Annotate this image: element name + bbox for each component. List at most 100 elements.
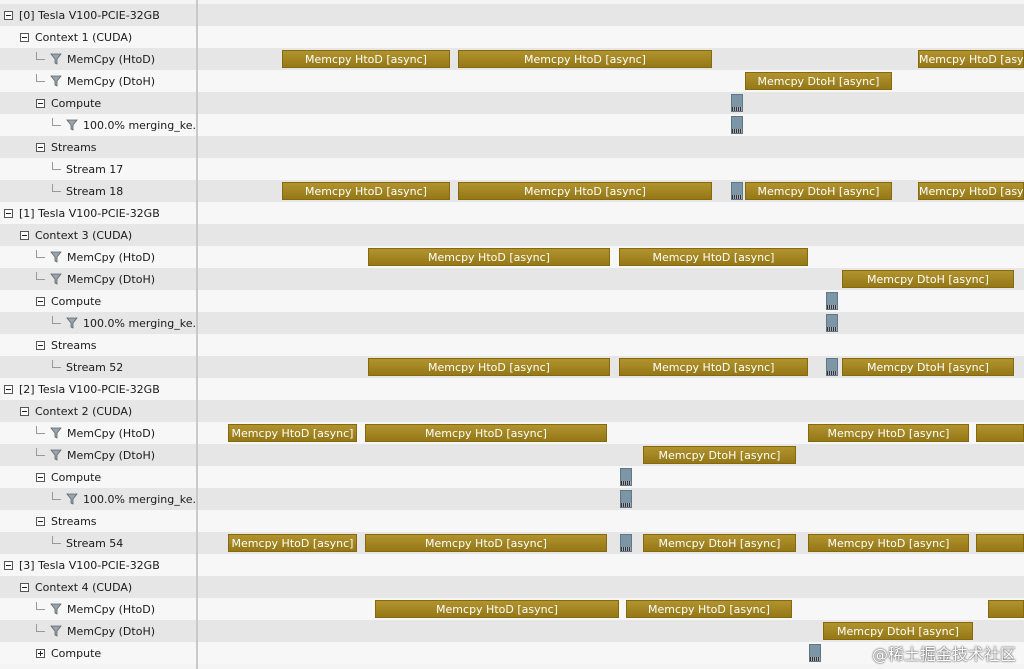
memcpy-bar[interactable]: Memcpy HtoD [async]	[228, 424, 357, 442]
memcpy-bar[interactable]: Memcpy HtoD [async]	[368, 248, 610, 266]
filter-icon[interactable]	[50, 449, 62, 461]
collapse-icon[interactable]	[20, 230, 29, 240]
collapse-icon[interactable]	[20, 582, 29, 592]
tree-row[interactable]: Streams	[0, 136, 196, 158]
memcpy-bar[interactable]: Memcpy HtoD [async]	[918, 182, 1024, 200]
timeline-row	[198, 158, 1024, 180]
timeline-row	[198, 290, 1024, 312]
filter-icon[interactable]	[50, 427, 62, 439]
timeline-row	[198, 26, 1024, 48]
tree-row[interactable]: Context 3 (CUDA)	[0, 224, 196, 246]
tree-row[interactable]: MemCpy (HtoD)	[0, 246, 196, 268]
tree-row[interactable]: [1] Tesla V100-PCIE-32GB	[0, 202, 196, 224]
tree-row[interactable]: Stream 52	[0, 356, 196, 378]
expand-icon[interactable]	[36, 648, 45, 658]
tree-row[interactable]: Streams	[0, 334, 196, 356]
tree-branch-icon	[36, 426, 45, 434]
filter-icon[interactable]	[50, 75, 62, 87]
kernel-block[interactable]	[731, 116, 743, 134]
collapse-icon[interactable]	[36, 516, 45, 526]
memcpy-bar[interactable]: Memcpy DtoH [async]	[745, 182, 892, 200]
tree-row[interactable]: MemCpy (DtoH)	[0, 620, 196, 642]
kernel-block[interactable]	[620, 534, 632, 552]
collapse-icon[interactable]	[36, 472, 45, 482]
tree-row[interactable]: MemCpy (HtoD)	[0, 422, 196, 444]
memcpy-bar[interactable]: Memcpy DtoH [async]	[643, 446, 796, 464]
tree-row[interactable]: Context 1 (CUDA)	[0, 26, 196, 48]
kernel-block[interactable]	[620, 490, 632, 508]
tree-row[interactable]: Context 4 (CUDA)	[0, 576, 196, 598]
tree-row[interactable]: MemCpy (DtoH)	[0, 444, 196, 466]
memcpy-bar[interactable]: Memcpy HtoD [async]	[458, 182, 712, 200]
kernel-block[interactable]	[620, 468, 632, 486]
tree-row[interactable]: [3] Tesla V100-PCIE-32GB	[0, 554, 196, 576]
collapse-icon[interactable]	[4, 384, 13, 394]
tree-row[interactable]: MemCpy (DtoH)	[0, 70, 196, 92]
tree-row[interactable]: Compute	[0, 92, 196, 114]
memcpy-bar[interactable]: Memcpy HtoD [async]	[282, 182, 450, 200]
filter-icon[interactable]	[50, 53, 62, 65]
tree-row[interactable]: MemCpy (HtoD)	[0, 48, 196, 70]
memcpy-bar[interactable]: Memcpy DtoH [async]	[823, 622, 973, 640]
tree-row[interactable]: Compute	[0, 290, 196, 312]
filter-icon[interactable]	[50, 251, 62, 263]
memcpy-bar[interactable]: Memcpy HtoD [async]	[808, 424, 969, 442]
memcpy-bar[interactable]: Memcpy HtoD [async]	[619, 358, 808, 376]
filter-icon[interactable]	[50, 625, 62, 637]
collapse-icon[interactable]	[36, 98, 45, 108]
memcpy-bar[interactable]	[976, 534, 1024, 552]
tree-row[interactable]: 100.0% merging_ke...	[0, 312, 196, 334]
collapse-icon[interactable]	[4, 208, 13, 218]
tree-row[interactable]: Stream 54	[0, 532, 196, 554]
collapse-icon[interactable]	[20, 406, 29, 416]
memcpy-bar[interactable]: Memcpy HtoD [async]	[918, 50, 1024, 68]
memcpy-bar[interactable]: Memcpy HtoD [async]	[619, 248, 808, 266]
tree-row[interactable]: Compute	[0, 466, 196, 488]
collapse-icon[interactable]	[36, 296, 45, 306]
memcpy-bar[interactable]: Memcpy HtoD [async]	[228, 534, 357, 552]
memcpy-bar[interactable]: Memcpy DtoH [async]	[842, 358, 1014, 376]
tree-row[interactable]: Streams	[0, 510, 196, 532]
tree-row[interactable]: Compute	[0, 642, 196, 664]
memcpy-bar[interactable]: Memcpy DtoH [async]	[643, 534, 796, 552]
kernel-block[interactable]	[809, 644, 821, 662]
tree-row[interactable]: Stream 18	[0, 180, 196, 202]
filter-icon[interactable]	[66, 493, 78, 505]
collapse-icon[interactable]	[4, 10, 13, 20]
memcpy-bar[interactable]: Memcpy HtoD [async]	[368, 358, 610, 376]
memcpy-bar[interactable]	[988, 600, 1024, 618]
collapse-icon[interactable]	[20, 32, 29, 42]
tree-row[interactable]: 100.0% merging_ke...	[0, 488, 196, 510]
tree-row[interactable]: 100.0% merging_ke...	[0, 114, 196, 136]
memcpy-bar[interactable]: Memcpy HtoD [async]	[626, 600, 792, 618]
kernel-block[interactable]	[826, 358, 838, 376]
memcpy-bar[interactable]: Memcpy HtoD [async]	[375, 600, 619, 618]
kernel-block[interactable]	[731, 182, 743, 200]
kernel-block[interactable]	[826, 314, 838, 332]
memcpy-bar[interactable]: Memcpy HtoD [async]	[365, 534, 607, 552]
collapse-icon[interactable]	[36, 142, 45, 152]
tree-row[interactable]: Stream 17	[0, 158, 196, 180]
tree-row[interactable]: MemCpy (DtoH)	[0, 268, 196, 290]
memcpy-bar[interactable]: Memcpy DtoH [async]	[842, 270, 1014, 288]
memcpy-bar[interactable]: Memcpy HtoD [async]	[808, 534, 969, 552]
tree-row[interactable]: Context 2 (CUDA)	[0, 400, 196, 422]
tree-row-label: [2] Tesla V100-PCIE-32GB	[19, 382, 160, 396]
filter-icon[interactable]	[50, 603, 62, 615]
filter-icon[interactable]	[66, 317, 78, 329]
filter-icon[interactable]	[66, 119, 78, 131]
pane-divider[interactable]	[196, 0, 198, 669]
collapse-icon[interactable]	[4, 560, 13, 570]
memcpy-bar[interactable]: Memcpy HtoD [async]	[458, 50, 712, 68]
tree-row[interactable]: [0] Tesla V100-PCIE-32GB	[0, 4, 196, 26]
memcpy-bar[interactable]: Memcpy DtoH [async]	[745, 72, 892, 90]
memcpy-bar[interactable]: Memcpy HtoD [async]	[282, 50, 450, 68]
tree-row[interactable]: MemCpy (HtoD)	[0, 598, 196, 620]
kernel-block[interactable]	[826, 292, 838, 310]
memcpy-bar[interactable]	[976, 424, 1024, 442]
kernel-block[interactable]	[731, 94, 743, 112]
collapse-icon[interactable]	[36, 340, 45, 350]
tree-row[interactable]: [2] Tesla V100-PCIE-32GB	[0, 378, 196, 400]
memcpy-bar[interactable]: Memcpy HtoD [async]	[365, 424, 607, 442]
filter-icon[interactable]	[50, 273, 62, 285]
